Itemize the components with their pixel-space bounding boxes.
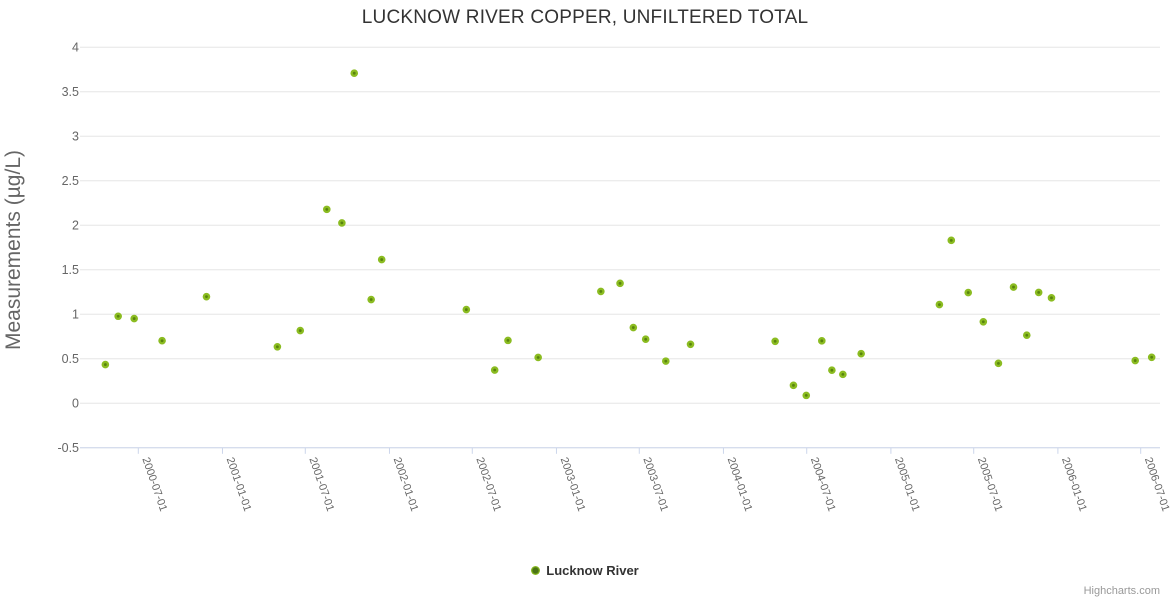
svg-text:2006-01-01: 2006-01-01 — [1059, 456, 1089, 513]
svg-text:2002-07-01: 2002-07-01 — [473, 456, 503, 513]
svg-text:2005-07-01: 2005-07-01 — [975, 456, 1005, 513]
svg-text:-0.5: -0.5 — [57, 441, 79, 455]
svg-text:1.5: 1.5 — [62, 263, 79, 277]
svg-text:1: 1 — [72, 307, 79, 321]
svg-text:2000-07-01: 2000-07-01 — [139, 456, 169, 513]
svg-text:4: 4 — [72, 40, 79, 54]
svg-text:3.5: 3.5 — [62, 85, 79, 99]
svg-text:3: 3 — [72, 129, 79, 143]
svg-text:2001-01-01: 2001-01-01 — [224, 456, 254, 513]
svg-text:2004-07-01: 2004-07-01 — [808, 456, 838, 513]
svg-text:2003-07-01: 2003-07-01 — [640, 456, 670, 513]
svg-text:2: 2 — [72, 218, 79, 232]
svg-text:2.5: 2.5 — [62, 174, 79, 188]
svg-text:0: 0 — [72, 396, 79, 410]
svg-text:2003-01-01: 2003-01-01 — [558, 456, 588, 513]
svg-text:2005-01-01: 2005-01-01 — [892, 456, 922, 513]
svg-text:2002-01-01: 2002-01-01 — [391, 456, 421, 513]
svg-text:2001-07-01: 2001-07-01 — [306, 456, 336, 513]
svg-text:2006-07-01: 2006-07-01 — [1142, 456, 1170, 513]
svg-text:2004-01-01: 2004-01-01 — [725, 456, 755, 513]
svg-text:0.5: 0.5 — [62, 352, 79, 366]
